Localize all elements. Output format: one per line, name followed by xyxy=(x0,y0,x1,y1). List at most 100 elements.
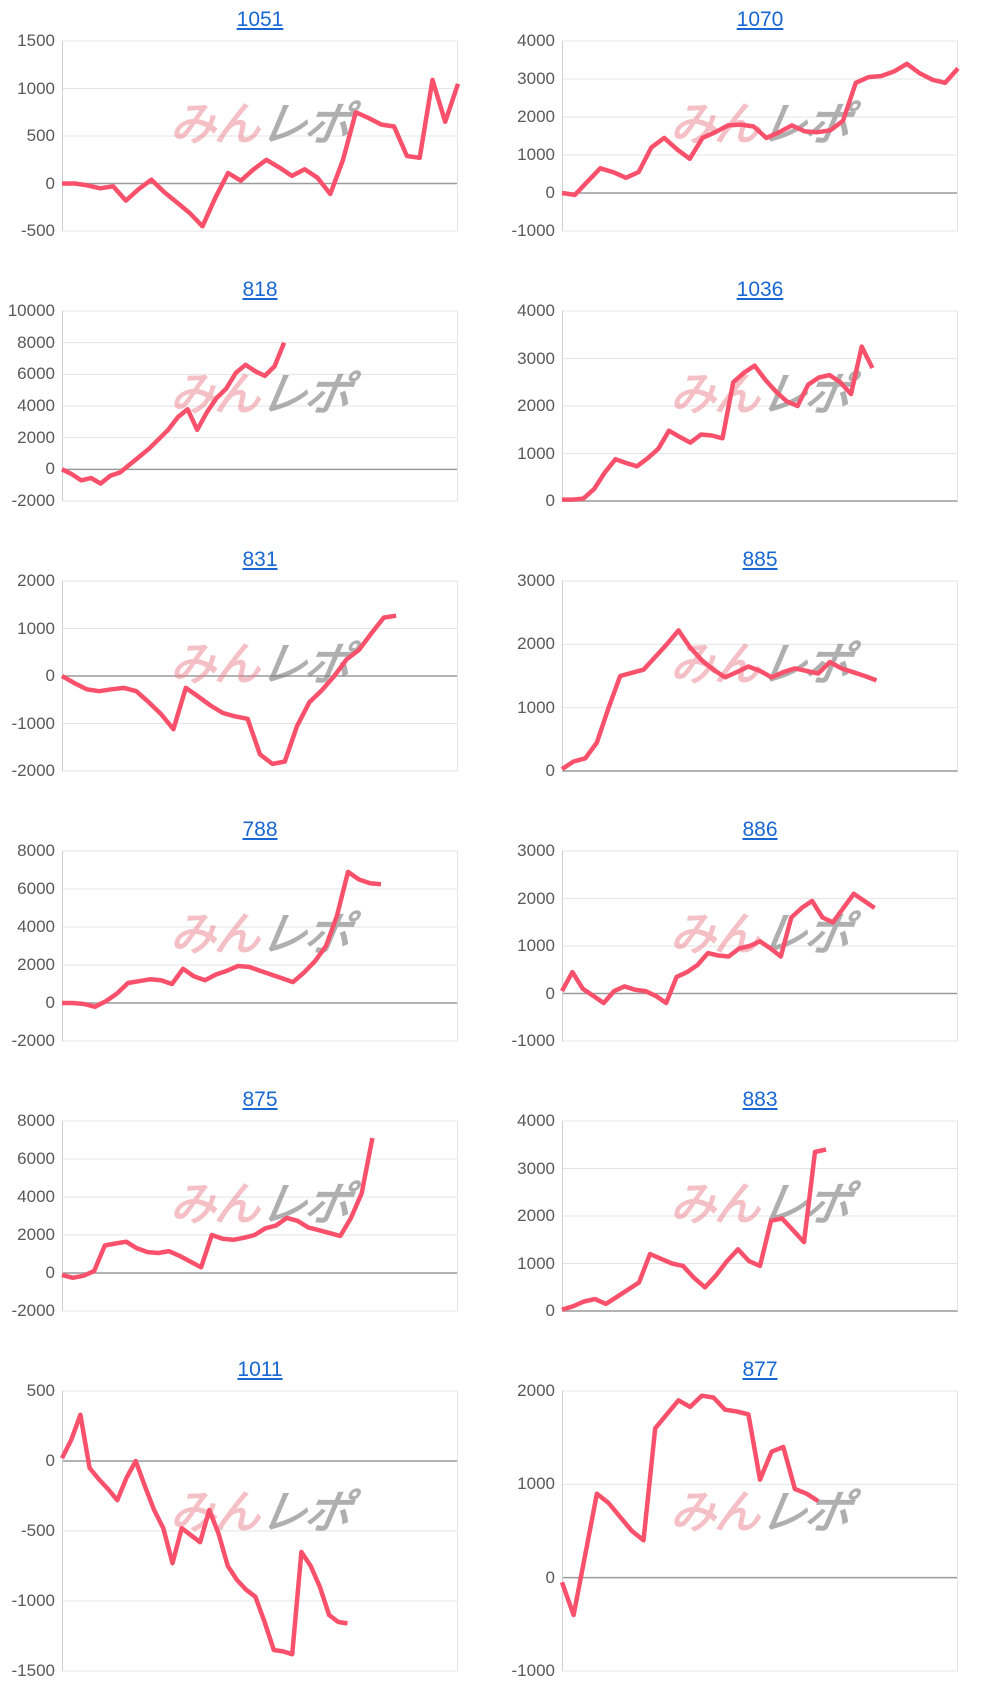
gridlines-layer xyxy=(62,850,458,1042)
line-series-layer xyxy=(62,869,382,1010)
y-tick-label: 3000 xyxy=(517,1158,555,1178)
plot-area: みんレポ xyxy=(561,1120,958,1312)
chart-title-link[interactable]: 831 xyxy=(242,548,278,571)
y-tick-label: 0 xyxy=(45,173,55,193)
gridlines-layer xyxy=(562,850,958,1042)
y-tick-label: 3000 xyxy=(517,348,555,368)
y-axis: 3000 2000 1000 0 xyxy=(500,572,562,780)
chart-area: 2000 1000 0 -1000 -2000 みんレポ xyxy=(0,572,500,780)
y-tick-label: -2000 xyxy=(11,761,55,780)
y-tick-label: 2000 xyxy=(517,1206,555,1225)
chart-title-row: 886 xyxy=(500,818,958,842)
y-tick-label: 1500 xyxy=(17,31,55,50)
y-tick-label: 1000 xyxy=(517,936,555,955)
y-tick-label: 1000 xyxy=(517,1474,555,1494)
y-tick-label: 4000 xyxy=(17,396,55,415)
y-tick-label: 4000 xyxy=(517,31,555,50)
y-tick-label: 0 xyxy=(545,491,555,510)
series-line xyxy=(61,341,287,486)
y-tick-label: -2000 xyxy=(11,491,55,510)
y-tick-label: -1000 xyxy=(511,221,555,240)
y-tick-label: 1000 xyxy=(17,78,55,98)
plot-area: みんレポ xyxy=(559,1390,958,1672)
y-axis: 4000 3000 2000 1000 0 -1000 xyxy=(500,32,562,240)
chart-title-row: 1036 xyxy=(500,278,958,302)
chart-cell: 877 2000 1000 0 -1000 みんレポ xyxy=(500,1350,1000,1702)
y-tick-label: -1000 xyxy=(511,1661,555,1680)
y-tick-label: 0 xyxy=(545,1567,555,1587)
chart-cell: 831 2000 1000 0 -1000 -2000 みんレポ xyxy=(0,540,500,810)
y-tick-label: 2000 xyxy=(517,888,555,908)
line-series-layer xyxy=(561,1147,827,1312)
plot-area: みんレポ xyxy=(560,850,958,1042)
y-tick-label: 8000 xyxy=(17,1111,55,1130)
y-tick-label: 0 xyxy=(545,1301,555,1320)
y-tick-label: 1000 xyxy=(517,443,555,463)
y-tick-label: 500 xyxy=(26,1381,55,1400)
chart-area: 1500 1000 500 0 -500 みんレポ xyxy=(0,32,500,240)
y-tick-label: 0 xyxy=(45,993,55,1012)
y-axis: 1500 1000 500 0 -500 xyxy=(0,32,62,240)
chart-title-link[interactable]: 1051 xyxy=(236,8,284,31)
chart-title-row: 1070 xyxy=(500,8,958,32)
gridlines-layer xyxy=(562,310,958,502)
chart-title-link[interactable]: 1070 xyxy=(736,8,784,31)
chart-title-row: 818 xyxy=(0,278,458,302)
plot-area: みんレポ xyxy=(561,40,960,232)
chart-area: 500 0 -500 -1000 -1500 みんレポ xyxy=(0,1382,500,1680)
chart-title-link[interactable]: 818 xyxy=(242,278,278,301)
chart-title-link[interactable]: 883 xyxy=(742,1088,778,1111)
y-tick-label: 4000 xyxy=(517,1111,555,1130)
chart-area: 4000 3000 2000 1000 0 みんレポ xyxy=(500,302,1000,510)
chart-title-link[interactable]: 877 xyxy=(742,1358,778,1381)
line-series-layer xyxy=(560,628,878,771)
y-tick-label: 2000 xyxy=(17,571,55,590)
chart-title-row: 831 xyxy=(0,548,458,572)
y-tick-label: 4000 xyxy=(17,917,55,936)
gridlines-layer xyxy=(62,40,458,232)
chart-title-link[interactable]: 886 xyxy=(742,818,778,841)
y-tick-label: 6000 xyxy=(17,364,55,384)
y-axis: 4000 3000 2000 1000 0 xyxy=(500,302,562,510)
series-line xyxy=(62,869,382,1010)
chart-cell: 1036 4000 3000 2000 1000 0 みんレポ xyxy=(500,270,1000,540)
y-tick-label: -1000 xyxy=(11,713,55,733)
chart-title-link[interactable]: 788 xyxy=(242,818,278,841)
y-tick-label: 1000 xyxy=(517,145,555,164)
y-tick-label: 10000 xyxy=(7,301,55,320)
chart-cell: 883 4000 3000 2000 1000 0 みんレポ xyxy=(500,1080,1000,1350)
y-tick-label: 2000 xyxy=(517,1381,555,1400)
series-line xyxy=(560,628,878,771)
chart-title-link[interactable]: 1011 xyxy=(237,1358,283,1381)
chart-cell: 818 10000 8000 6000 4000 2000 0 -2000 みんレポ xyxy=(0,270,500,540)
y-tick-label: 8000 xyxy=(17,841,55,860)
y-axis: 8000 6000 4000 2000 0 -2000 xyxy=(0,842,62,1050)
y-tick-label: 1000 xyxy=(517,697,555,717)
gridlines-layer xyxy=(62,580,458,772)
chart-cell: 788 8000 6000 4000 2000 0 -2000 みんレポ xyxy=(0,810,500,1080)
chart-cell: 1070 4000 3000 2000 1000 0 -1000 みんレポ xyxy=(500,0,1000,270)
series-line xyxy=(561,61,960,198)
y-tick-label: -2000 xyxy=(11,1301,55,1320)
gridlines-layer xyxy=(562,1390,958,1672)
chart-area: 4000 3000 2000 1000 0 みんレポ xyxy=(500,1112,1000,1320)
series-line xyxy=(559,1393,820,1618)
chart-title-link[interactable]: 875 xyxy=(242,1088,278,1111)
y-tick-label: 8000 xyxy=(17,332,55,352)
y-tick-label: 0 xyxy=(45,1451,55,1470)
line-series-layer xyxy=(59,1412,348,1657)
line-series-layer xyxy=(61,1137,375,1281)
chart-title-link[interactable]: 885 xyxy=(742,548,778,571)
y-tick-label: 2000 xyxy=(17,955,55,974)
y-tick-label: 6000 xyxy=(17,1149,55,1168)
y-tick-label: 2000 xyxy=(517,634,555,654)
y-tick-label: 3000 xyxy=(517,69,555,88)
y-axis: 10000 8000 6000 4000 2000 0 -2000 xyxy=(0,302,62,510)
y-tick-label: 1000 xyxy=(17,618,55,638)
y-tick-label: -1000 xyxy=(11,1591,55,1610)
series-line xyxy=(62,77,461,229)
chart-area: 4000 3000 2000 1000 0 -1000 みんレポ xyxy=(500,32,1000,240)
line-series-layer xyxy=(561,61,960,198)
chart-title-link[interactable]: 1036 xyxy=(736,278,784,301)
y-axis: 500 0 -500 -1000 -1500 xyxy=(0,1382,62,1680)
